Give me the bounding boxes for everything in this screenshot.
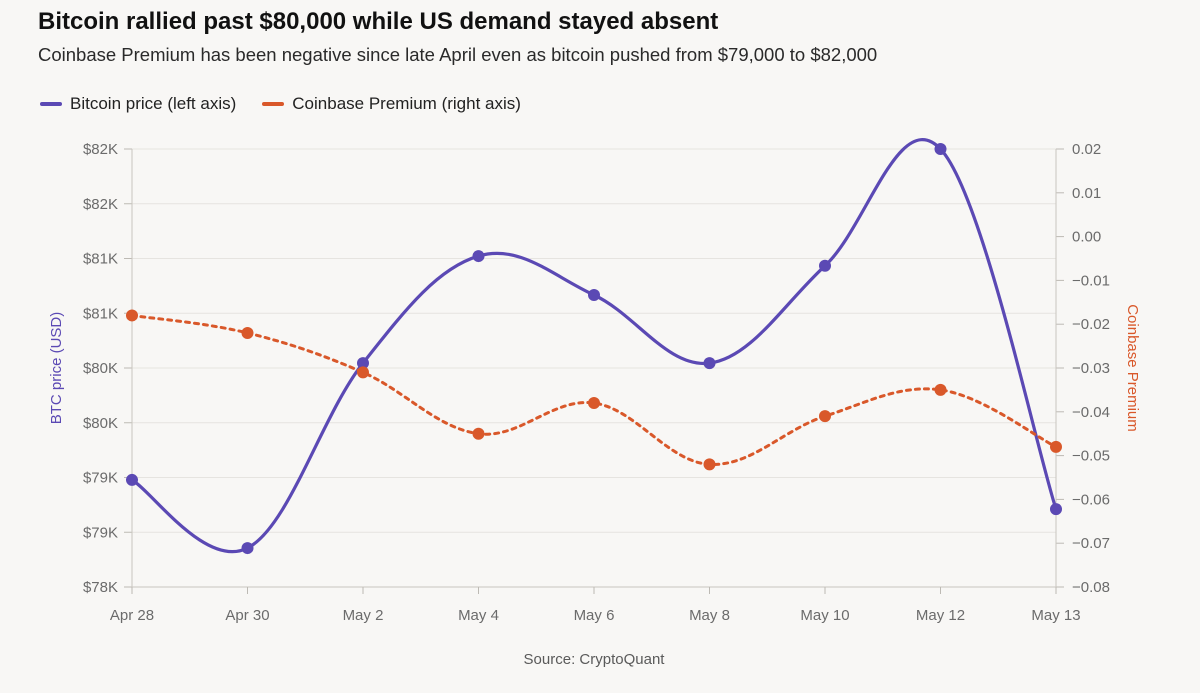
coinbase-premium-point[interactable] (472, 427, 485, 440)
btc-price-point[interactable] (126, 473, 138, 486)
x-tick-label: Apr 30 (225, 607, 269, 624)
y-tick-label-left: $79K (83, 470, 118, 487)
coinbase-premium-point[interactable] (819, 410, 831, 423)
grid-lines (132, 148, 1056, 588)
btc-price-point[interactable] (588, 289, 600, 301)
coinbase-premium-point[interactable] (241, 326, 254, 339)
y-tick-label-right: −0.03 (1072, 360, 1110, 377)
series-layer (126, 138, 1062, 555)
y-tick-label-right: −0.05 (1072, 448, 1110, 465)
btc-price-point[interactable] (472, 250, 485, 263)
y-tick-label-left: $82K (83, 196, 118, 213)
y-tick-label-right: −0.08 (1072, 579, 1110, 596)
x-tick-label: May 2 (343, 607, 384, 624)
y-tick-label-right: −0.01 (1072, 272, 1110, 289)
y-tick-label-right: −0.02 (1072, 316, 1110, 333)
chart-title: Bitcoin rallied past $80,000 while US de… (38, 8, 719, 35)
chart-subtitle: Coinbase Premium has been negative since… (38, 44, 878, 65)
btc-price-point[interactable] (241, 542, 254, 555)
legend-item-premium: Coinbase Premium (right axis) (262, 94, 521, 114)
coinbase-premium-point[interactable] (1050, 440, 1062, 453)
coinbase-premium-point[interactable] (588, 397, 600, 410)
source-note: Source: CryptoQuant (524, 651, 666, 668)
legend-swatch-btc (40, 102, 62, 106)
coinbase-premium-line (130, 313, 1058, 466)
tick-labels: $82K $82K $81K $81K $80K $80K $79K $79K $78K 0.02… (83, 141, 1110, 624)
btc-price-point[interactable] (1050, 503, 1062, 516)
coinbase-premium-point[interactable] (357, 366, 369, 379)
x-tick-label: May 13 (1031, 607, 1080, 624)
x-tick-label: May 6 (574, 607, 615, 624)
y-tick-label-right: −0.06 (1072, 491, 1110, 508)
chart-legend: Bitcoin price (left axis) Coinbase Premi… (40, 94, 547, 114)
coinbase-premium-point[interactable] (126, 309, 138, 322)
x-tick-label: May 12 (916, 607, 965, 624)
legend-swatch-premium (262, 102, 285, 106)
btc-price-point[interactable] (934, 143, 947, 155)
x-tick-label: May 8 (689, 607, 730, 624)
btc-price-point[interactable] (703, 357, 716, 370)
y-tick-label-right: 0.02 (1072, 141, 1101, 158)
y-tick-label-left: $80K (83, 415, 118, 432)
y-tick-label-left: $80K (83, 360, 118, 377)
x-tick-label: Apr 28 (110, 607, 154, 624)
y-tick-label-left: $81K (83, 305, 118, 322)
y-tick-label-right: 0.00 (1072, 229, 1101, 246)
y-tick-label-right: −0.07 (1072, 535, 1110, 552)
x-tick-label: May 10 (800, 607, 849, 624)
legend-label-btc: Bitcoin price (left axis) (70, 94, 237, 113)
coinbase-premium-point[interactable] (703, 458, 716, 471)
axes (124, 148, 1064, 594)
y-tick-label-left: $81K (83, 251, 118, 268)
y-tick-label-right: −0.04 (1072, 404, 1110, 421)
coinbase-premium-point[interactable] (934, 383, 947, 396)
btc-price-line (130, 138, 1058, 554)
btc-price-point[interactable] (819, 259, 831, 272)
y-axis-right-title: Coinbase Premium (1124, 304, 1141, 432)
btc-price-point[interactable] (357, 357, 369, 370)
y-tick-label-left: $78K (83, 579, 118, 596)
y-tick-label-right: 0.01 (1072, 185, 1101, 202)
y-axis-left-title: BTC price (USD) (48, 312, 65, 425)
legend-item-btc: Bitcoin price (left axis) (40, 94, 236, 114)
y-tick-label-left: $79K (83, 524, 118, 541)
x-tick-label: May 4 (458, 607, 499, 624)
legend-label-premium: Coinbase Premium (right axis) (292, 94, 521, 113)
y-tick-label-left: $82K (83, 141, 118, 158)
